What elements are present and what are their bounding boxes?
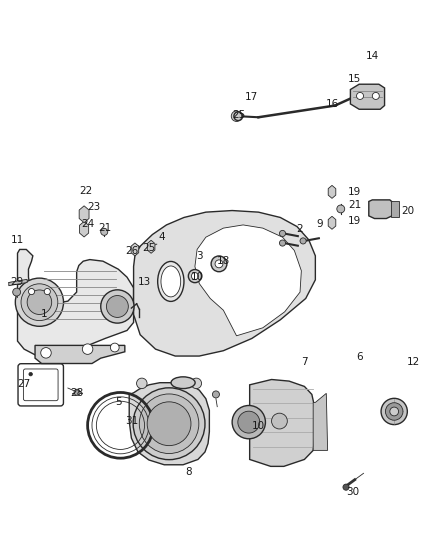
Text: 10: 10 [191, 272, 204, 282]
Polygon shape [131, 243, 139, 256]
Circle shape [41, 348, 51, 358]
Text: 14: 14 [366, 51, 379, 61]
Polygon shape [391, 201, 399, 217]
Text: 29: 29 [10, 278, 23, 287]
Polygon shape [129, 383, 209, 465]
Text: 13: 13 [138, 278, 151, 287]
Circle shape [139, 394, 199, 454]
Circle shape [137, 378, 147, 389]
Text: 3: 3 [196, 251, 203, 261]
Circle shape [191, 272, 198, 280]
Text: 7: 7 [301, 358, 308, 367]
Circle shape [343, 484, 349, 490]
Circle shape [188, 270, 201, 282]
Text: 21: 21 [348, 200, 361, 210]
Text: 26: 26 [125, 246, 138, 255]
Circle shape [232, 406, 265, 439]
Polygon shape [9, 279, 27, 286]
Text: 6: 6 [356, 352, 363, 362]
Text: 8: 8 [185, 467, 192, 477]
Circle shape [191, 378, 201, 389]
Text: 30: 30 [346, 487, 359, 497]
Text: 19: 19 [348, 187, 361, 197]
Polygon shape [350, 84, 385, 109]
Text: 10: 10 [252, 422, 265, 431]
Polygon shape [328, 216, 336, 229]
Circle shape [279, 230, 286, 237]
Circle shape [13, 288, 21, 296]
Circle shape [147, 402, 191, 446]
Polygon shape [35, 345, 125, 364]
Text: 23: 23 [88, 202, 101, 212]
Text: 27: 27 [18, 379, 31, 389]
Text: 25: 25 [142, 243, 155, 253]
Text: 18: 18 [217, 256, 230, 266]
Polygon shape [313, 393, 328, 450]
Text: 4: 4 [159, 232, 166, 242]
Text: 25: 25 [232, 110, 245, 119]
Text: 20: 20 [401, 206, 414, 215]
Text: 22: 22 [79, 186, 92, 196]
Ellipse shape [158, 262, 184, 302]
Ellipse shape [171, 377, 195, 389]
Circle shape [74, 389, 80, 395]
Polygon shape [147, 240, 155, 253]
Circle shape [279, 240, 286, 246]
Polygon shape [250, 379, 315, 466]
Circle shape [133, 388, 205, 459]
Circle shape [101, 228, 108, 236]
Text: 16: 16 [326, 99, 339, 109]
Text: 2: 2 [297, 224, 304, 234]
Text: 11: 11 [11, 235, 24, 245]
Circle shape [372, 92, 379, 100]
Polygon shape [80, 221, 88, 237]
Circle shape [211, 256, 227, 272]
Circle shape [381, 398, 407, 425]
Text: 17: 17 [245, 92, 258, 102]
Circle shape [27, 290, 52, 314]
Circle shape [29, 373, 32, 376]
FancyBboxPatch shape [23, 369, 58, 401]
Polygon shape [18, 249, 134, 357]
Circle shape [231, 111, 242, 122]
Circle shape [238, 411, 260, 433]
Circle shape [390, 407, 399, 416]
Circle shape [337, 205, 345, 213]
Text: 15: 15 [348, 74, 361, 84]
Text: 19: 19 [348, 216, 361, 226]
Polygon shape [328, 185, 336, 198]
Circle shape [385, 403, 403, 420]
Text: 9: 9 [316, 219, 323, 229]
Circle shape [15, 278, 64, 326]
Polygon shape [79, 206, 89, 223]
Circle shape [101, 290, 134, 323]
Circle shape [300, 238, 306, 244]
Text: 31: 31 [125, 416, 138, 426]
Circle shape [110, 343, 119, 352]
Circle shape [272, 413, 287, 429]
Text: 24: 24 [81, 219, 94, 229]
Text: 12: 12 [407, 358, 420, 367]
Polygon shape [369, 200, 394, 219]
Text: 5: 5 [115, 398, 122, 407]
Circle shape [212, 391, 219, 398]
Text: 21: 21 [99, 223, 112, 233]
Ellipse shape [161, 266, 180, 297]
Circle shape [28, 288, 35, 295]
Text: 1: 1 [40, 310, 47, 319]
Circle shape [21, 284, 58, 321]
Circle shape [106, 295, 128, 318]
Polygon shape [134, 211, 315, 356]
Text: 28: 28 [70, 389, 83, 398]
Circle shape [44, 288, 50, 295]
Circle shape [357, 92, 364, 100]
Circle shape [82, 344, 93, 354]
Circle shape [215, 260, 223, 268]
Polygon shape [195, 225, 301, 336]
